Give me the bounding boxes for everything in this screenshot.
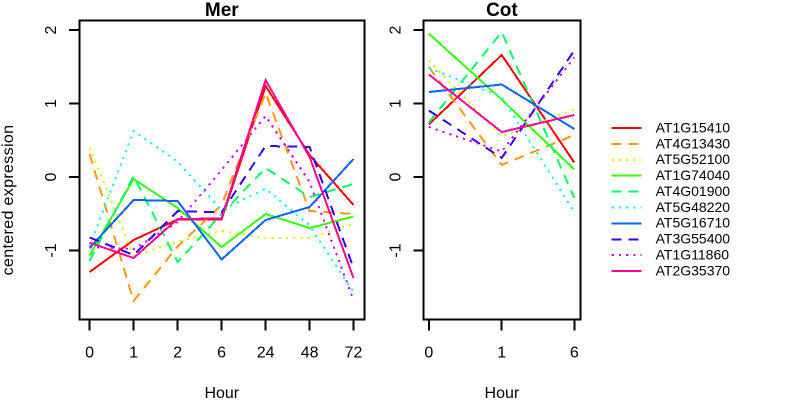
svg-text:6: 6 bbox=[570, 345, 579, 362]
svg-text:-1: -1 bbox=[43, 243, 60, 257]
svg-text:AT4G01900: AT4G01900 bbox=[656, 183, 731, 199]
svg-text:72: 72 bbox=[345, 345, 363, 362]
svg-text:AT1G74040: AT1G74040 bbox=[656, 167, 731, 183]
svg-text:AT5G52100: AT5G52100 bbox=[656, 151, 731, 167]
svg-text:48: 48 bbox=[301, 345, 319, 362]
svg-text:Cot: Cot bbox=[486, 0, 518, 21]
svg-text:2: 2 bbox=[43, 25, 60, 34]
svg-text:24: 24 bbox=[257, 345, 275, 362]
svg-text:1: 1 bbox=[497, 345, 506, 362]
svg-text:0: 0 bbox=[43, 172, 60, 181]
svg-text:Mer: Mer bbox=[205, 0, 239, 21]
svg-text:1: 1 bbox=[129, 345, 138, 362]
svg-text:1: 1 bbox=[387, 99, 404, 108]
svg-text:1: 1 bbox=[43, 99, 60, 108]
svg-text:AT5G48220: AT5G48220 bbox=[656, 199, 731, 215]
svg-text:0: 0 bbox=[387, 172, 404, 181]
svg-text:AT3G55400: AT3G55400 bbox=[656, 231, 731, 247]
svg-text:Hour: Hour bbox=[485, 385, 520, 400]
svg-text:centered expression: centered expression bbox=[0, 125, 17, 276]
svg-text:AT2G35370: AT2G35370 bbox=[656, 262, 731, 278]
svg-text:Hour: Hour bbox=[204, 385, 239, 400]
svg-text:AT1G15410: AT1G15410 bbox=[656, 119, 731, 135]
svg-text:0: 0 bbox=[424, 345, 433, 362]
svg-text:6: 6 bbox=[217, 345, 226, 362]
svg-text:AT4G13430: AT4G13430 bbox=[656, 135, 731, 151]
svg-text:AT5G16710: AT5G16710 bbox=[656, 215, 731, 231]
svg-text:AT1G11860: AT1G11860 bbox=[656, 246, 730, 262]
svg-text:-1: -1 bbox=[387, 243, 404, 257]
svg-text:2: 2 bbox=[173, 345, 182, 362]
svg-text:0: 0 bbox=[85, 345, 94, 362]
svg-text:2: 2 bbox=[387, 25, 404, 34]
